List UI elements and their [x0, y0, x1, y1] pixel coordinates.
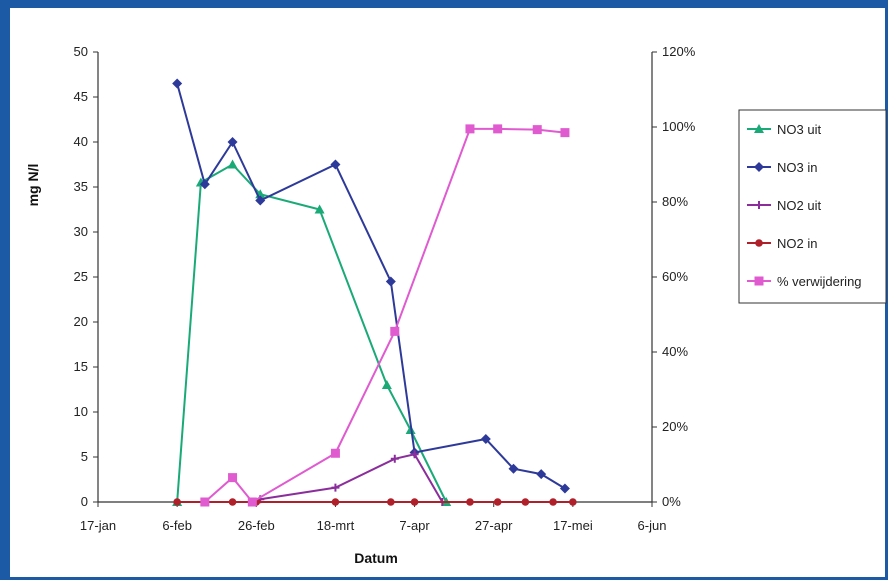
- legend-item: % verwijdering: [747, 274, 862, 289]
- y-tick-label: 25: [74, 269, 88, 284]
- data-point: [255, 195, 266, 206]
- data-point: [549, 498, 557, 506]
- y-tick-label: 15: [74, 359, 88, 374]
- y-tick-label: 35: [74, 179, 88, 194]
- legend-item: NO2 uit: [747, 198, 821, 213]
- legend-box: [738, 109, 887, 304]
- y2-tick-label: 120%: [662, 44, 696, 59]
- legend-swatch-marker: [754, 276, 764, 286]
- legend-item: NO3 in: [747, 160, 817, 175]
- series--verwijdering: [200, 124, 570, 507]
- data-point: [314, 204, 325, 214]
- data-point: [228, 473, 238, 483]
- y2-tick-label: 40%: [662, 344, 688, 359]
- series-no3-uit: [172, 159, 452, 506]
- x-tick-label: 26-feb: [238, 518, 275, 533]
- x-tick-label: 17-mei: [553, 518, 593, 533]
- x-tick-label: 17-jan: [80, 518, 116, 533]
- data-point: [172, 78, 183, 89]
- y2-tick-label: 0%: [662, 494, 681, 509]
- data-point: [465, 124, 475, 134]
- data-point: [385, 276, 396, 287]
- data-point: [493, 498, 502, 506]
- y2-tick-label: 60%: [662, 269, 688, 284]
- legend-label: NO2 uit: [777, 198, 821, 213]
- data-point: [331, 498, 340, 506]
- data-point: [331, 483, 340, 492]
- x-tick-label: 7-apr: [399, 518, 430, 533]
- data-point: [410, 498, 419, 506]
- x-tick-label: 18-mrt: [317, 518, 355, 533]
- y-tick-label: 30: [74, 224, 88, 239]
- y-tick-label: 20: [74, 314, 88, 329]
- legend-swatch-marker: [755, 239, 763, 247]
- data-point: [381, 380, 392, 389]
- axes: 0 5 10 15 20 25 30 35 40 45 50 0% 20% 40% 60% 80% 100% 12…: [74, 44, 696, 533]
- y-tick-label: 0: [81, 494, 88, 509]
- legend-swatch-marker: [754, 162, 764, 172]
- legend-label: NO2 in: [777, 236, 817, 251]
- y2-tick-label: 100%: [662, 119, 696, 134]
- data-point: [247, 497, 257, 507]
- data-point: [330, 159, 341, 170]
- data-point: [508, 463, 519, 474]
- y-tick-label: 40: [74, 134, 88, 149]
- data-point: [536, 469, 547, 480]
- y2-tick-label: 80%: [662, 194, 688, 209]
- data-point: [559, 483, 570, 494]
- y-tick-label: 5: [81, 449, 88, 464]
- data-point: [173, 498, 181, 506]
- data-point: [227, 159, 238, 169]
- y-axis-title: mg N/l: [25, 164, 41, 207]
- data-point: [330, 448, 340, 458]
- legend-item: NO2 in: [747, 236, 817, 251]
- legend-item: NO3 uit: [747, 122, 821, 137]
- y-tick-label: 50: [74, 44, 88, 59]
- data-point: [410, 450, 419, 459]
- data-point: [199, 179, 210, 190]
- data-point: [227, 137, 238, 147]
- series-line: [260, 453, 444, 503]
- data-point: [480, 434, 491, 444]
- y-tick-label: 45: [74, 89, 88, 104]
- x-tick-label: 6-feb: [162, 518, 192, 533]
- data-point: [560, 128, 570, 138]
- series-line: [176, 83, 566, 490]
- data-point: [532, 125, 542, 135]
- legend-label: NO3 uit: [777, 122, 821, 137]
- series-line: [204, 127, 566, 504]
- data-point: [200, 497, 210, 507]
- legend-swatch-marker: [755, 201, 763, 209]
- legend-label: % verwijdering: [777, 274, 862, 289]
- series-line: [176, 163, 448, 503]
- y2-tick-label: 20%: [662, 419, 688, 434]
- legend-label: NO3 in: [777, 160, 817, 175]
- data-point: [569, 498, 577, 506]
- plot-area: [172, 78, 577, 507]
- data-point: [466, 498, 474, 506]
- data-point: [521, 498, 530, 506]
- data-point: [228, 498, 237, 506]
- data-point: [390, 454, 399, 463]
- x-tick-label: 6-jun: [638, 518, 667, 533]
- data-point: [387, 498, 395, 506]
- series-no3-in: [172, 78, 570, 494]
- legend-swatch-marker: [754, 124, 764, 133]
- series-no2-in: [173, 498, 577, 506]
- data-point: [390, 326, 400, 336]
- y-tick-label: 10: [74, 404, 88, 419]
- data-point: [493, 124, 503, 134]
- series-no2-uit: [256, 450, 447, 506]
- x-axis-title: Datum: [354, 550, 398, 566]
- x-tick-label: 27-apr: [475, 518, 513, 533]
- legend: NO3 uit NO3 in NO2 uit NO2 in % verwijdering: [738, 109, 887, 304]
